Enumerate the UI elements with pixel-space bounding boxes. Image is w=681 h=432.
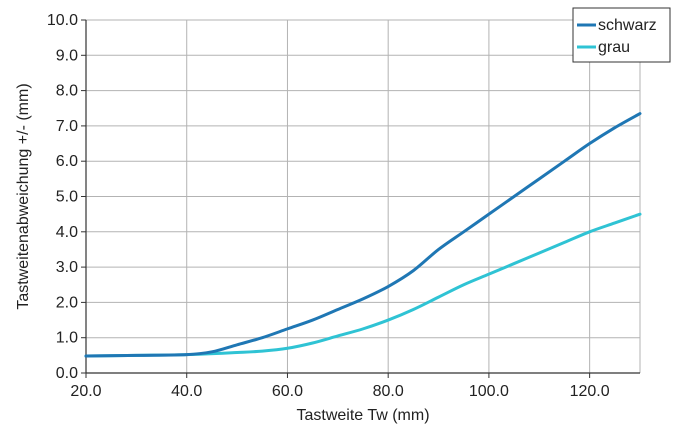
x-tick-label: 40.0 bbox=[171, 383, 202, 400]
y-tick-label: 0.0 bbox=[56, 365, 78, 382]
series-lines bbox=[84, 112, 642, 358]
y-tick-label: 2.0 bbox=[56, 294, 78, 311]
x-tick-label: 100.0 bbox=[469, 383, 509, 400]
x-axis-title: Tastweite Tw (mm) bbox=[296, 407, 429, 424]
y-tick-label: 10.0 bbox=[47, 12, 78, 29]
y-tick-label: 8.0 bbox=[56, 83, 78, 100]
legend-box bbox=[572, 7, 671, 63]
grid bbox=[85, 19, 641, 374]
y-tick-label: 1.0 bbox=[56, 330, 78, 347]
x-tick-label: 120.0 bbox=[570, 383, 610, 400]
series-line-schwarz bbox=[84, 112, 642, 358]
tick-labels: 0.0 1.0 2.0 3.0 4.0 5.0 6.0 7.0 8.0 9.0 10.0 20.0 40… bbox=[47, 12, 610, 400]
x-tick-label: 20.0 bbox=[70, 383, 101, 400]
y-tick-label: 6.0 bbox=[56, 153, 78, 170]
x-tick-label: 80.0 bbox=[373, 383, 404, 400]
y-tick-label: 7.0 bbox=[56, 118, 78, 135]
legend-label-grau: grau bbox=[598, 39, 630, 56]
series-line-grau bbox=[84, 212, 642, 358]
axes bbox=[81, 19, 640, 378]
y-tick-label: 4.0 bbox=[56, 224, 78, 241]
y-axis-title: Tastweitenabweichung +/- (mm) bbox=[15, 83, 32, 309]
y-tick-label: 5.0 bbox=[56, 189, 78, 206]
legend: schwarz grau bbox=[572, 7, 671, 63]
legend-label-schwarz: schwarz bbox=[598, 17, 657, 34]
y-tick-label: 3.0 bbox=[56, 259, 78, 276]
x-tick-label: 60.0 bbox=[272, 383, 303, 400]
y-tick-label: 9.0 bbox=[56, 47, 78, 64]
